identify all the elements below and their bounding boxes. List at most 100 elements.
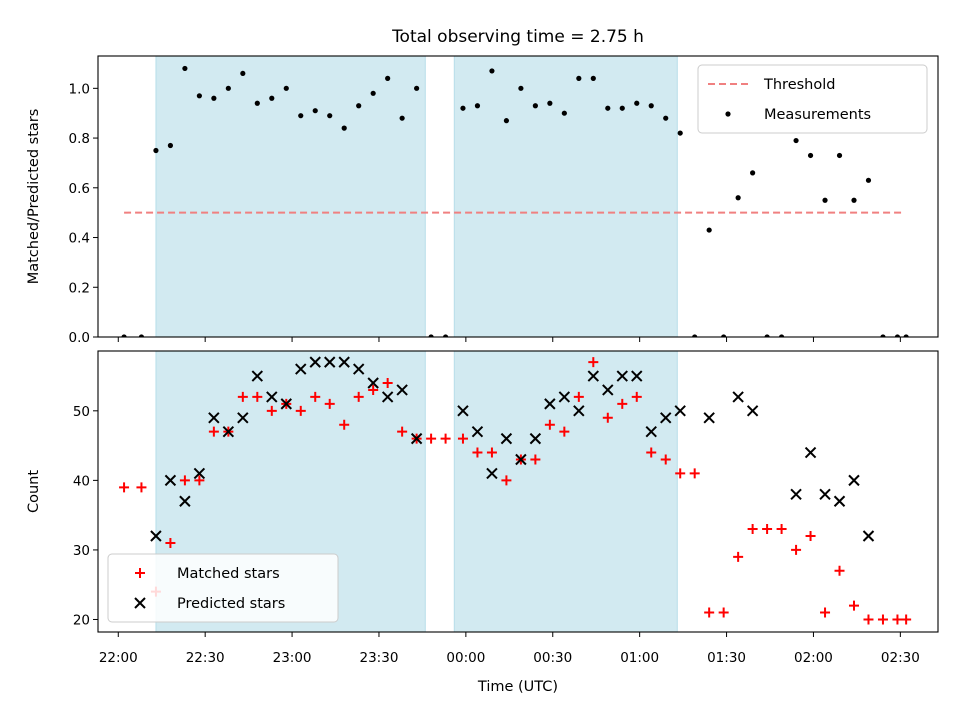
y-tick-label: 1.0 <box>69 81 90 97</box>
shaded-interval <box>155 55 426 338</box>
measurement-point <box>385 75 391 81</box>
measurement-point <box>605 105 611 111</box>
legend-predicted-label: Predicted stars <box>177 596 285 612</box>
axes-frame <box>97 55 939 338</box>
legend: Threshold Measurements <box>697 64 928 134</box>
matched-stars-point <box>397 426 408 437</box>
measurement-point <box>807 152 814 159</box>
predicted-stars-point <box>193 467 206 480</box>
legend-threshold-label: Threshold <box>763 77 835 93</box>
predicted-stars-point <box>732 391 744 403</box>
predicted-stars-point <box>819 488 831 500</box>
matched-stars-point <box>440 433 451 444</box>
x-tick-label: 02:00 <box>794 650 833 666</box>
predicted-stars-point <box>616 370 628 382</box>
predicted-stars-point <box>237 412 249 424</box>
measurement-point <box>865 177 872 183</box>
measurement-point <box>428 334 434 337</box>
matched-stars-point <box>136 482 147 493</box>
x-tick-label: 22:00 <box>99 650 138 666</box>
x-tick-label: 22:30 <box>186 650 225 666</box>
predicted-stars-point <box>544 398 556 410</box>
predicted-stars-point <box>790 488 802 500</box>
axes-frame <box>97 350 939 633</box>
measurement-point <box>327 113 333 119</box>
matched-stars-point <box>631 391 642 402</box>
matched-stars-point <box>877 614 888 625</box>
predicted-stars-point <box>457 405 469 417</box>
y-axis-label: Matched/Predicted stars <box>26 109 42 285</box>
measurement-point <box>735 195 741 201</box>
predicted-stars-point <box>573 405 585 417</box>
predicted-stars-point <box>251 370 264 382</box>
matched-stars-point <box>119 482 130 493</box>
measurement-point <box>269 95 275 101</box>
matched-stars-point <box>762 524 773 535</box>
legend-measurements-label: Measurements <box>764 107 871 123</box>
measurement-point <box>312 108 318 114</box>
predicted-stars-point <box>602 384 614 396</box>
predicted-stars-point <box>280 398 292 410</box>
matched-stars-point <box>646 447 657 458</box>
matched-stars-point <box>324 398 335 409</box>
legend-predicted-swatch <box>134 597 146 609</box>
predicted-stars-point <box>208 412 220 424</box>
predicted-stars-point <box>558 391 571 403</box>
measurement-point <box>793 137 799 144</box>
measurement-point <box>474 103 481 109</box>
x-axis-label: Time (UTC) <box>477 679 558 695</box>
legend-measurements-swatch <box>725 111 731 117</box>
matched-stars-point <box>353 391 364 402</box>
plot-area <box>121 65 909 337</box>
matched-stars-point <box>863 614 874 625</box>
matched-stars-point <box>530 454 541 465</box>
shaded-interval <box>453 55 678 338</box>
predicted-stars-point <box>381 391 394 403</box>
x-tick-label: 01:00 <box>620 650 659 666</box>
matched-stars-point <box>834 565 845 576</box>
matched-stars-point <box>486 447 497 458</box>
predicted-stars-point <box>266 391 278 403</box>
measurement-point <box>518 85 524 91</box>
y-tick-label: 0.2 <box>69 280 90 296</box>
measurement-point <box>167 142 174 149</box>
matched-stars-point <box>704 607 715 618</box>
predicted-stars-point <box>848 474 860 487</box>
y-tick-label: 0.8 <box>69 131 90 147</box>
matched-stars-point <box>252 391 263 402</box>
measurement-point <box>196 93 202 99</box>
measurement-point <box>634 100 640 106</box>
x-tick-label: 02:30 <box>881 650 920 666</box>
measurement-point <box>663 115 669 121</box>
predicted-stars-point <box>587 370 600 382</box>
matched-stars-point <box>457 433 468 444</box>
measurement-point <box>489 68 495 74</box>
predicted-stars-point <box>179 495 191 507</box>
y-tick-label: 0.0 <box>69 330 90 346</box>
predicted-stars-point <box>500 432 513 445</box>
matched-stars-point <box>617 398 628 409</box>
measurement-point <box>414 85 420 91</box>
measurement-point <box>138 334 145 337</box>
measurement-point <box>121 334 127 337</box>
measurement-point <box>503 118 510 124</box>
matched-stars-point <box>179 475 190 486</box>
measurement-point <box>442 334 449 337</box>
measurement-point <box>356 103 362 109</box>
matched-stars-point <box>237 391 248 402</box>
measurement-point <box>836 152 843 159</box>
measurement-point <box>619 105 625 111</box>
predicted-stars-point <box>150 530 162 542</box>
measurement-point <box>283 85 289 91</box>
matched-stars-point <box>194 475 205 486</box>
x-tick-label: 23:30 <box>360 650 399 666</box>
measurement-point <box>532 103 538 109</box>
matched-stars-point <box>747 524 758 535</box>
matched-stars-point <box>849 600 859 611</box>
measurement-point <box>750 170 756 176</box>
shaded-interval <box>453 350 678 633</box>
measurement-point <box>822 197 828 203</box>
matched-stars-point <box>901 614 912 625</box>
measurement-point <box>240 70 246 77</box>
